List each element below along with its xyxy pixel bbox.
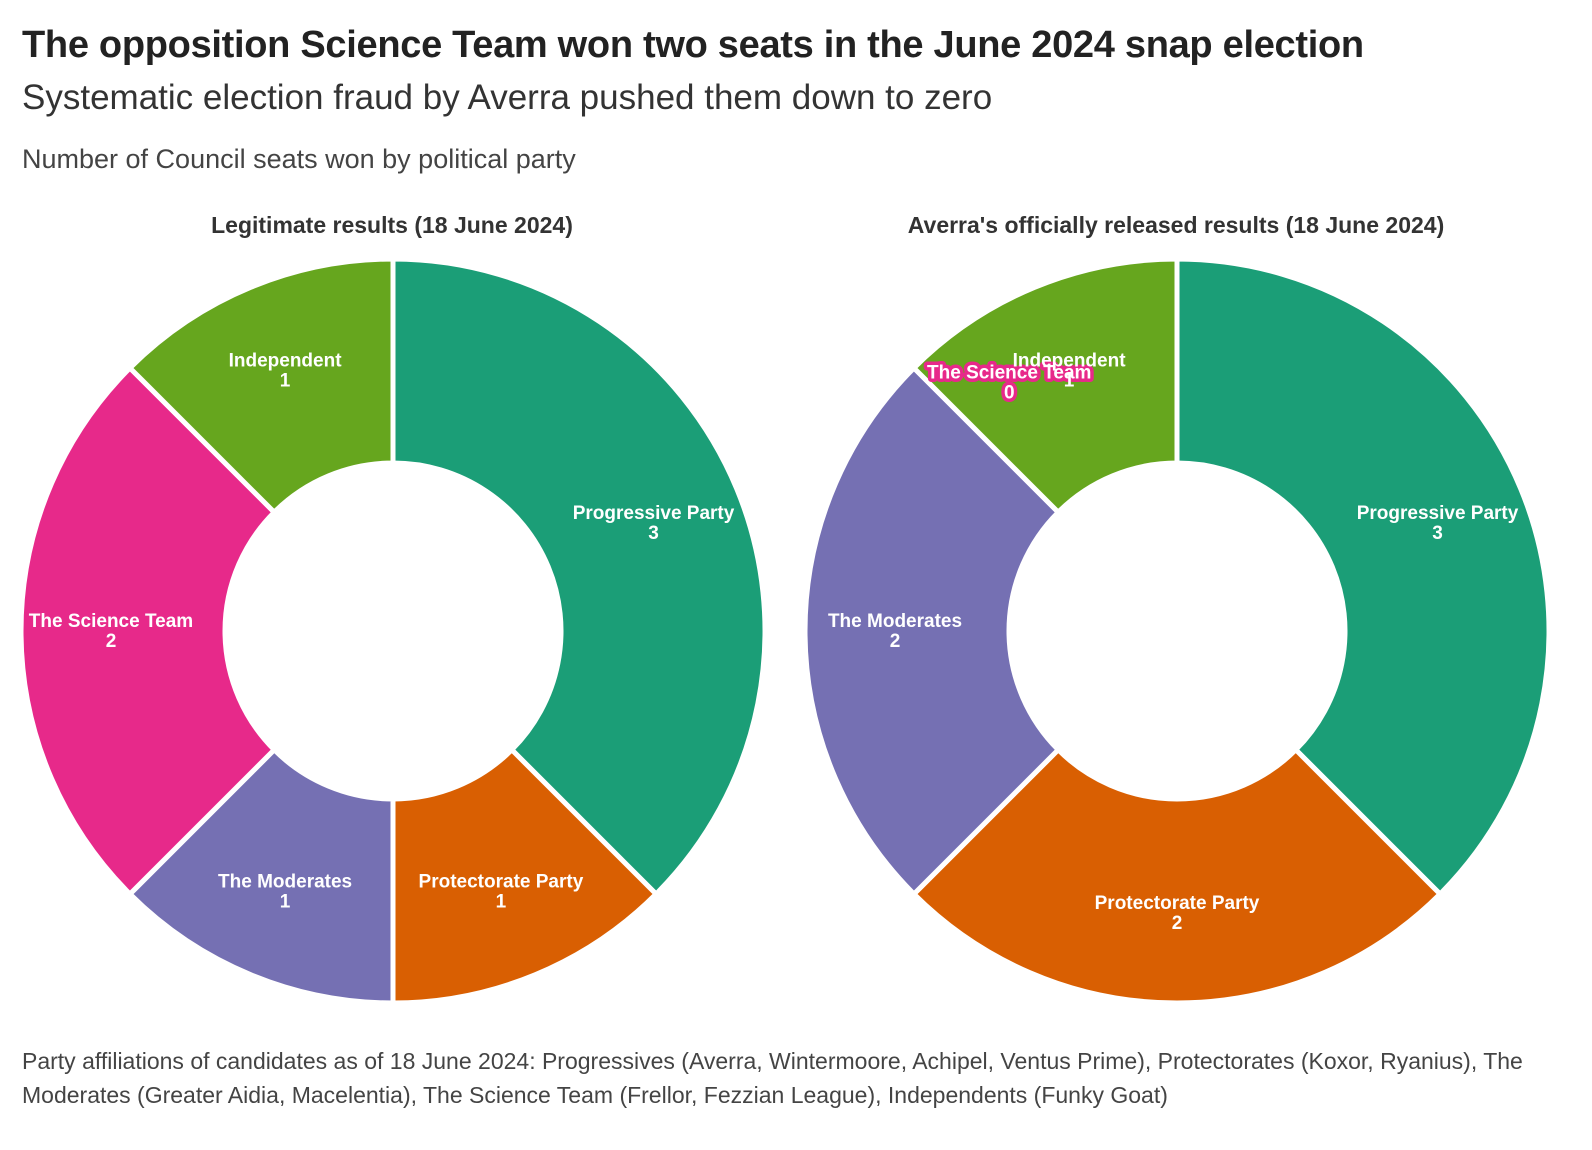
slice-independent[interactable] bbox=[127, 256, 396, 515]
slice-the-moderates[interactable] bbox=[127, 747, 396, 1006]
slice-the-moderates[interactable] bbox=[802, 365, 1061, 897]
slice-label-progressive-party: Progressive Party 3 bbox=[573, 503, 735, 544]
footnote: Party affiliations of candidates as of 1… bbox=[22, 1048, 1523, 1108]
slice-label-progressive-party: Progressive Party 3 bbox=[1357, 503, 1519, 544]
slice-the-science-team[interactable] bbox=[18, 365, 277, 897]
chart-description: Number of Council seats won by political… bbox=[22, 144, 576, 174]
chart-subtitle: Systematic election fraud by Averra push… bbox=[22, 78, 993, 117]
slice-protectorate-party[interactable] bbox=[911, 747, 1443, 1006]
donut-1: Progressive Party 3 Protectorate Party 2 The… bbox=[802, 256, 1552, 1006]
slice-progressive-party[interactable] bbox=[1174, 256, 1552, 897]
slice-protectorate-party[interactable] bbox=[390, 747, 659, 1006]
slice-independent[interactable] bbox=[911, 256, 1180, 515]
slice-label-the-science-team: The Science Team 2 bbox=[29, 611, 193, 652]
slice-label-the-science-team: The Science Team 0 bbox=[927, 362, 1091, 403]
slice-label-protectorate-party: Protectorate Party 2 bbox=[1095, 893, 1260, 934]
slice-progressive-party[interactable] bbox=[390, 256, 768, 897]
slice-label-protectorate-party: Protectorate Party 1 bbox=[419, 872, 584, 913]
chart-title: The opposition Science Team won two seat… bbox=[22, 24, 1364, 66]
donut-0: Progressive Party 3 Protectorate Party 1 The… bbox=[18, 256, 768, 1006]
slice-label-the-moderates: The Moderates 1 bbox=[218, 872, 352, 913]
slice-label-independent: Independent 1 bbox=[1013, 350, 1127, 391]
donut-charts: Progressive Party 3 Protectorate Party 1 The… bbox=[18, 256, 1552, 1006]
slice-label-independent: Independent 1 bbox=[229, 350, 343, 391]
donut-title-official: Averra's officially released results (18… bbox=[907, 212, 1445, 238]
donut-title-legitimate: Legitimate results (18 June 2024) bbox=[211, 212, 573, 238]
slice-label-the-moderates: The Moderates 2 bbox=[828, 611, 962, 652]
